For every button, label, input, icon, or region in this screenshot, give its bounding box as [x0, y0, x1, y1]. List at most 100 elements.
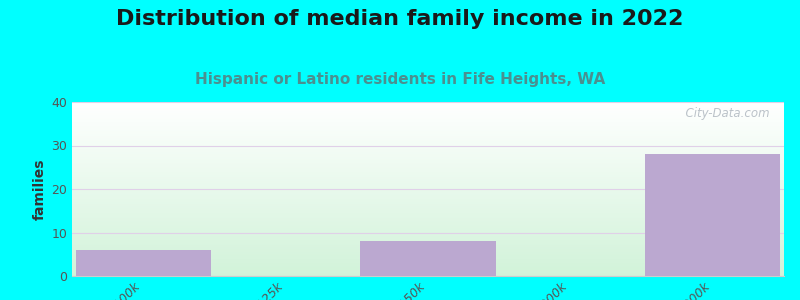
Bar — [72, 198, 784, 199]
Bar — [72, 191, 784, 192]
Bar — [72, 236, 784, 237]
Bar — [72, 211, 784, 212]
Bar — [72, 177, 784, 178]
Bar — [72, 135, 784, 136]
Bar — [72, 272, 784, 273]
Bar — [72, 238, 784, 239]
Bar — [72, 127, 784, 128]
Bar — [72, 152, 784, 153]
Bar — [72, 155, 784, 156]
Bar — [72, 171, 784, 172]
Bar — [72, 241, 784, 242]
Bar — [72, 103, 784, 104]
Bar — [72, 265, 784, 266]
Text: City-Data.com: City-Data.com — [678, 107, 770, 120]
Bar — [72, 193, 784, 194]
Bar — [72, 256, 784, 257]
Bar — [72, 222, 784, 223]
Bar — [72, 214, 784, 215]
Bar — [72, 267, 784, 268]
Bar — [72, 216, 784, 217]
Bar — [72, 167, 784, 168]
Bar — [72, 122, 784, 123]
Bar — [72, 151, 784, 152]
Bar — [72, 161, 784, 162]
Bar — [72, 207, 784, 208]
Bar — [72, 274, 784, 275]
Bar — [72, 201, 784, 202]
Bar — [72, 156, 784, 157]
Bar — [72, 148, 784, 149]
Bar — [72, 200, 784, 201]
Bar — [72, 244, 784, 245]
Bar — [72, 117, 784, 118]
Bar — [72, 259, 784, 260]
Bar — [72, 125, 784, 126]
Bar — [72, 185, 784, 186]
Bar — [72, 206, 784, 207]
Bar — [72, 153, 784, 154]
Bar — [72, 197, 784, 198]
Bar — [72, 220, 784, 221]
Bar — [72, 189, 784, 190]
Bar — [72, 213, 784, 214]
Bar — [72, 154, 784, 155]
Bar — [75, 250, 211, 276]
Bar — [72, 218, 784, 219]
Bar — [72, 143, 784, 144]
Bar — [72, 262, 784, 263]
Bar — [72, 119, 784, 120]
Bar — [72, 172, 784, 173]
Bar — [72, 208, 784, 209]
Bar — [72, 129, 784, 130]
Bar — [72, 159, 784, 160]
Bar — [72, 182, 784, 183]
Bar — [72, 186, 784, 187]
Bar — [72, 110, 784, 111]
Bar — [72, 123, 784, 124]
Bar — [72, 258, 784, 259]
Bar — [72, 147, 784, 148]
Bar — [72, 128, 784, 129]
Bar — [72, 138, 784, 139]
Bar — [72, 254, 784, 255]
Bar — [72, 120, 784, 121]
Bar — [72, 140, 784, 141]
Bar — [72, 144, 784, 145]
Bar — [72, 253, 784, 254]
Bar — [72, 133, 784, 134]
Bar — [72, 112, 784, 113]
Bar — [72, 238, 784, 239]
Bar — [72, 252, 784, 253]
Bar — [72, 102, 784, 103]
Bar — [72, 199, 784, 200]
Bar — [72, 234, 784, 235]
Bar — [72, 273, 784, 274]
Bar — [72, 235, 784, 236]
Bar — [72, 169, 784, 170]
Bar — [72, 180, 784, 181]
Bar — [72, 196, 784, 197]
Bar — [72, 115, 784, 116]
Bar — [72, 166, 784, 167]
Bar — [72, 105, 784, 106]
Bar — [72, 245, 784, 246]
Bar — [72, 121, 784, 122]
Bar — [72, 164, 784, 165]
Y-axis label: families: families — [33, 158, 47, 220]
Bar — [72, 170, 784, 171]
Bar — [72, 139, 784, 140]
Bar — [72, 187, 784, 188]
Bar — [72, 266, 784, 267]
Bar — [72, 233, 784, 234]
Bar — [72, 229, 784, 230]
Bar — [72, 132, 784, 133]
Bar — [72, 130, 784, 131]
Bar — [72, 183, 784, 184]
Bar — [72, 137, 784, 138]
Bar — [72, 246, 784, 247]
Bar — [72, 219, 784, 220]
Bar — [72, 251, 784, 252]
Bar — [72, 230, 784, 231]
Bar — [72, 162, 784, 163]
